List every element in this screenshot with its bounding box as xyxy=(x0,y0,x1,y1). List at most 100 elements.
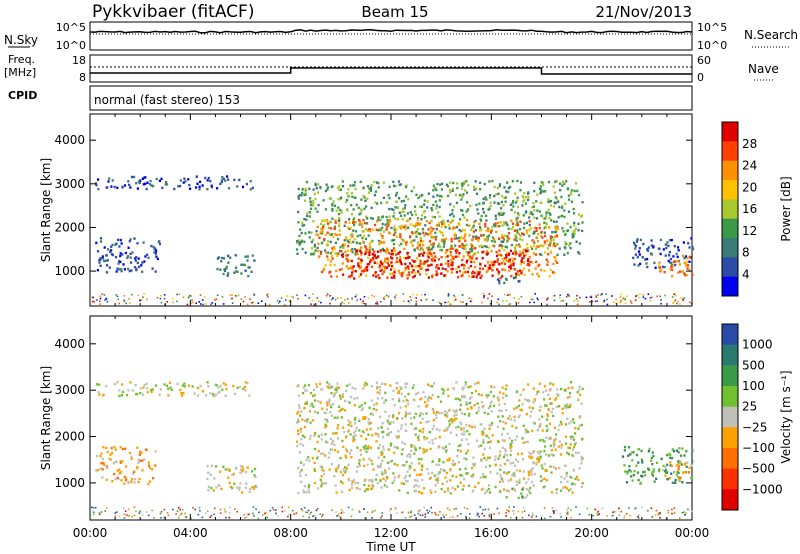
speckle-cell xyxy=(123,517,126,519)
echo-cell xyxy=(435,416,438,420)
colorbar-frame xyxy=(721,323,739,511)
echo-cell xyxy=(470,238,473,242)
echo-cell xyxy=(396,218,400,221)
speckle-cell xyxy=(577,300,579,303)
echo-cell xyxy=(152,477,155,480)
echo-cell xyxy=(528,472,531,475)
echo-cell xyxy=(441,411,444,415)
echo-cell xyxy=(423,203,426,206)
echo-cell xyxy=(520,253,523,256)
echo-cell xyxy=(525,481,528,484)
echo-cell xyxy=(657,264,661,267)
echo-cell xyxy=(568,446,571,450)
nsky-frame xyxy=(89,21,693,51)
echo-cell xyxy=(565,474,568,477)
speckle-cell xyxy=(351,508,354,511)
echo-cell xyxy=(212,393,215,396)
echo-cell xyxy=(229,256,232,259)
speckle-cell xyxy=(159,297,162,300)
echo-cell xyxy=(524,202,527,205)
echo-cell xyxy=(363,479,366,483)
echo-cell xyxy=(509,462,512,465)
echo-cell xyxy=(526,247,529,250)
speckle-cell xyxy=(626,513,628,515)
echo-cell xyxy=(544,445,547,448)
speckle-cell xyxy=(667,509,669,512)
echo-cell xyxy=(105,254,108,257)
echo-cell xyxy=(504,448,507,451)
speckle-cell xyxy=(287,506,290,508)
echo-cell xyxy=(372,407,375,411)
echo-cell xyxy=(180,392,183,395)
echo-cell xyxy=(304,419,307,422)
echo-cell xyxy=(687,242,690,245)
echo-cell xyxy=(475,187,478,190)
echo-cell xyxy=(304,384,307,387)
speckle-cell xyxy=(167,514,170,517)
speckle-cell xyxy=(198,507,201,510)
nsearch-tick-top: 10^5 xyxy=(697,21,727,34)
echo-cell xyxy=(358,429,361,432)
speckle-cell xyxy=(509,303,511,305)
echo-cell xyxy=(155,249,158,252)
echo-cell xyxy=(552,205,555,208)
echo-cell xyxy=(450,220,454,223)
echo-cell xyxy=(134,384,137,387)
echo-cell xyxy=(393,479,396,482)
speckle-cell xyxy=(371,294,373,297)
echo-cell xyxy=(337,437,340,440)
echo-cell xyxy=(501,415,504,418)
echo-cell xyxy=(101,457,104,461)
echo-cell xyxy=(566,251,569,255)
echo-cell xyxy=(503,196,506,200)
echo-cell xyxy=(381,470,384,474)
echo-cell xyxy=(373,193,376,197)
echo-cell xyxy=(572,454,575,458)
echo-cell xyxy=(337,386,341,389)
echo-cell xyxy=(566,451,569,455)
echo-cell xyxy=(345,456,348,459)
speckle-cell xyxy=(517,510,520,513)
echo-cell xyxy=(154,252,157,255)
echo-cell xyxy=(496,268,499,271)
echo-cell xyxy=(382,477,385,480)
echo-cell xyxy=(427,383,430,386)
echo-cell xyxy=(480,214,483,218)
echo-cell xyxy=(522,470,525,473)
speckle-cell xyxy=(626,295,628,298)
echo-cell xyxy=(555,226,558,229)
echo-cell xyxy=(363,402,367,405)
echo-cell xyxy=(466,208,470,211)
echo-cell xyxy=(95,182,98,185)
echo-cell xyxy=(358,218,361,222)
echo-cell xyxy=(313,245,316,248)
speckle-cell xyxy=(447,301,450,303)
echo-cell xyxy=(341,407,344,411)
echo-cell xyxy=(540,479,543,483)
echo-cell xyxy=(138,453,142,456)
echo-cell xyxy=(438,205,441,209)
echo-cell xyxy=(465,210,468,213)
echo-cell xyxy=(324,264,327,267)
nsky-tick-bottom: 10^0 xyxy=(56,39,86,52)
echo-cell xyxy=(183,382,186,385)
echo-cell xyxy=(349,266,352,269)
echo-cell xyxy=(355,486,359,490)
echo-cell xyxy=(443,223,446,226)
speckle-cell xyxy=(341,510,344,513)
echo-cell xyxy=(358,459,361,462)
echo-cell xyxy=(541,439,544,442)
echo-cell xyxy=(678,478,681,481)
echo-cell xyxy=(101,257,105,260)
echo-cell xyxy=(481,267,484,271)
echo-cell xyxy=(309,437,312,441)
speckle-cell xyxy=(288,513,290,516)
echo-cell xyxy=(324,426,327,429)
echo-cell xyxy=(470,228,473,231)
speckle-cell xyxy=(179,508,181,511)
echo-cell xyxy=(651,463,654,466)
echo-cell xyxy=(376,220,379,223)
echo-cell xyxy=(427,228,430,231)
echo-cell xyxy=(488,491,492,494)
echo-cell xyxy=(688,246,691,249)
